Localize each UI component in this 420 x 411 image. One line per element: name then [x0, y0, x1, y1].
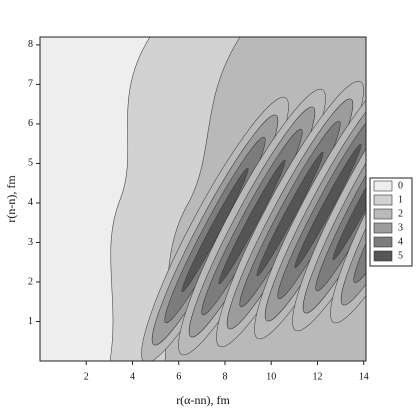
legend-label: 3: [398, 222, 403, 233]
y-tick-label: 6: [28, 118, 33, 129]
field-band: [330, 56, 366, 324]
legend-label: 5: [398, 250, 403, 261]
x-tick-label: 8: [222, 371, 227, 382]
field-band: [332, 135, 366, 261]
field-band: [218, 159, 286, 285]
legend-label: 2: [398, 208, 403, 219]
x-tick-label: 14: [359, 371, 369, 382]
field-band: [256, 151, 324, 277]
field-band: [353, 96, 366, 284]
contour-field: [40, 37, 366, 361]
legend-swatch: [373, 180, 393, 192]
plot-frame: [39, 36, 367, 362]
legend-swatch: [373, 222, 393, 234]
y-tick-label: 8: [28, 39, 33, 50]
x-tick-label: 10: [266, 371, 276, 382]
x-tick-label: 4: [130, 371, 135, 382]
legend-swatch: [373, 194, 393, 206]
legend-swatch: [373, 208, 393, 220]
y-tick-label: 1: [28, 316, 33, 327]
field-band: [340, 74, 366, 306]
y-tick-label: 7: [28, 79, 33, 90]
y-tick-label: 5: [28, 158, 33, 169]
x-tick-label: 2: [84, 371, 89, 382]
legend-label: 4: [398, 236, 403, 247]
legend-label: 0: [398, 180, 403, 191]
x-axis-label: r(α-nn), fm: [176, 393, 230, 407]
legend-swatch: [373, 236, 393, 248]
y-tick-label: 2: [28, 276, 33, 287]
legend-swatch: [373, 250, 393, 262]
legend-label: 1: [398, 194, 403, 205]
y-axis-label: r(n-n), fm: [4, 175, 18, 223]
y-tick-label: 4: [28, 197, 33, 208]
y-tick-label: 3: [28, 237, 33, 248]
field-band: [294, 143, 362, 269]
x-tick-label: 6: [176, 371, 181, 382]
x-tick-label: 12: [312, 371, 322, 382]
